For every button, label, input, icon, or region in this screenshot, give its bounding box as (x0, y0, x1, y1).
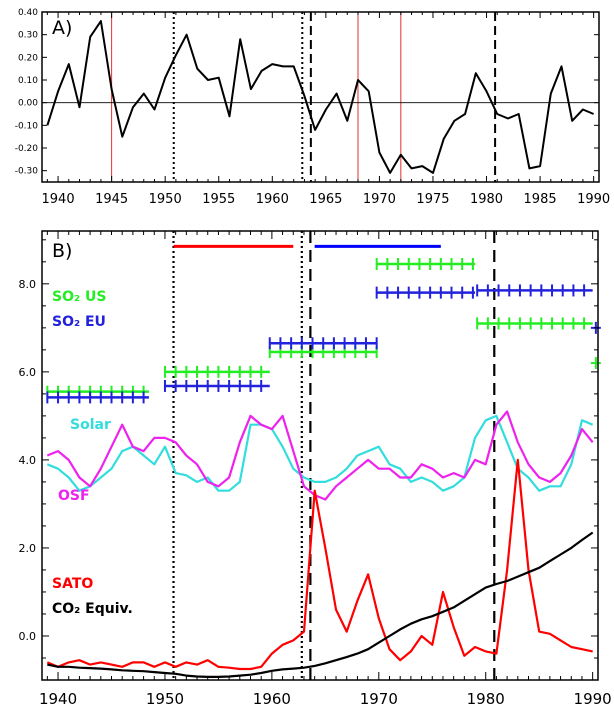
y-tick-label: 6.0 (19, 366, 37, 379)
y-tick-label: 0.0 (19, 630, 37, 643)
y-tick-label: 4.0 (19, 454, 37, 467)
y-tick-label: -0.30 (15, 167, 39, 177)
x-tick-label: 1950 (149, 192, 182, 207)
x-tick-label: 1980 (470, 192, 503, 207)
panel-a: 1940 1945 1950 1955 1960 1965 1970 1975 1980 1985… (15, 8, 610, 207)
x-tick-label: 1990 (574, 690, 612, 708)
legend-sato: SATO (52, 576, 93, 592)
y-tick-label: 0.20 (18, 53, 38, 63)
x-tick-label: 1985 (524, 192, 557, 207)
x-tick-label: 1970 (363, 192, 396, 207)
x-tick-label: 1950 (146, 690, 184, 708)
osf-line (46, 410, 594, 501)
solar-line (46, 414, 594, 492)
x-tick-label: 1955 (202, 192, 235, 207)
panel-label: A) (52, 17, 72, 39)
y-tick-label: -0.20 (15, 144, 39, 154)
y-tick-label: 2.0 (19, 542, 37, 555)
panel-b: 1940 1950 1960 1970 1980 1990 0.0 2.0 4.0 6.0 8.0 B… (19, 230, 612, 708)
series-line (46, 20, 594, 174)
legend-so2-us: SO₂ US (52, 289, 106, 305)
x-tick-label: 1940 (42, 192, 75, 207)
legend-co2-equiv: CO₂ Equiv. (52, 601, 133, 617)
y-tick-label: -0.10 (15, 121, 39, 131)
x-tick-label: 1965 (309, 192, 342, 207)
y-tick-label: 8.0 (19, 278, 37, 291)
co2-equiv-line (47, 531, 594, 678)
x-tick-label: 1960 (253, 690, 291, 708)
panel-label: B) (52, 240, 72, 262)
legend-osf: OSF (58, 488, 90, 504)
x-tick-label: 1980 (467, 690, 505, 708)
y-tick-label: 0.00 (18, 99, 38, 109)
x-tick-label: 1960 (256, 192, 289, 207)
x-tick-label: 1975 (416, 192, 449, 207)
x-tick-label: 1940 (39, 690, 77, 708)
x-tick-label: 1990 (577, 192, 610, 207)
plot-frame (41, 11, 600, 183)
y-tick-label: 0.10 (18, 76, 38, 86)
legend-so2-eu: SO₂ EU (52, 314, 106, 330)
y-tick-label: 0.40 (18, 8, 38, 18)
x-tick-label: 1945 (95, 192, 128, 207)
x-tick-label: 1970 (360, 690, 398, 708)
legend-solar: Solar (70, 417, 111, 433)
plot-frame (41, 230, 599, 681)
y-tick-label: 0.30 (18, 31, 38, 41)
sato-line (46, 458, 593, 671)
